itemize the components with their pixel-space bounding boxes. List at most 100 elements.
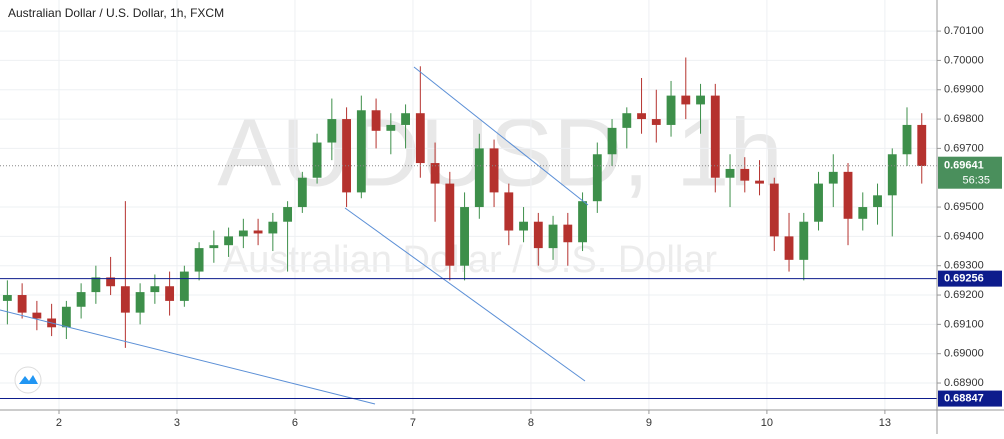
candle-body (725, 168, 735, 178)
candle-body (622, 113, 632, 128)
candle-body (342, 119, 352, 193)
candle-body (135, 292, 145, 313)
candle-body (533, 221, 543, 249)
candle-body (32, 312, 42, 319)
axes: 0.70100 0.70000 0.69900 0.69800 0.69700 0.695… (56, 25, 1002, 429)
candle-body (504, 192, 514, 231)
candle-body (740, 168, 750, 181)
level-label: 0.69256 (944, 273, 984, 285)
candle-body (371, 110, 381, 131)
y-tick-label: 0.70100 (944, 25, 984, 37)
x-tick-label: 8 (528, 417, 534, 429)
y-tick-label: 0.69300 (944, 260, 984, 272)
y-tick-label: 0.69100 (944, 318, 984, 330)
watermark: AUDUSD, 1h (217, 99, 783, 206)
watermark-subtitle: Australian Dollar / U.S. Dollar (223, 239, 718, 281)
candle-body (696, 95, 705, 105)
candle-body (887, 154, 897, 196)
level-label: 0.68847 (944, 392, 984, 404)
candle-body (150, 286, 160, 293)
candle-body (106, 277, 116, 287)
candle-body (578, 201, 587, 243)
candle-body (401, 113, 410, 125)
candle-body (474, 148, 484, 208)
candle-body (460, 207, 469, 266)
candle-body (194, 248, 204, 272)
trend-line (344, 207, 586, 382)
candle-body (445, 183, 455, 266)
grid (0, 0, 937, 410)
y-tick-label: 0.69400 (944, 230, 984, 242)
candle-body (681, 95, 691, 105)
x-tick-label: 10 (761, 417, 773, 429)
candle-body (814, 183, 823, 222)
candle-body (607, 127, 617, 155)
candle-body (755, 180, 764, 184)
y-tick-label: 0.69900 (944, 84, 984, 96)
logo (14, 366, 42, 394)
y-tick-label: 0.69800 (944, 113, 984, 125)
y-tick-label: 0.70000 (944, 54, 984, 66)
candle-body (61, 306, 71, 328)
candle-body (327, 119, 337, 143)
candle-body (91, 277, 101, 293)
candle-body (268, 221, 278, 234)
candle-body (799, 221, 809, 260)
last-price-label: 0.69641 (944, 160, 984, 172)
level-marker (938, 390, 1002, 407)
candle-body (548, 224, 558, 249)
candle-body (17, 295, 27, 313)
x-tick-label: 13 (879, 417, 891, 429)
candle-body (843, 171, 853, 219)
candle-body (651, 119, 661, 125)
trend-line (413, 66, 589, 206)
x-tick-label: 9 (646, 417, 652, 429)
candle-body (519, 221, 528, 231)
candle-body (666, 95, 676, 125)
candle-body (356, 110, 366, 193)
candle-body (592, 154, 602, 202)
y-tick-label: 0.69700 (944, 142, 984, 154)
level-marker (938, 270, 1002, 287)
trend-line (0, 309, 376, 405)
candle-body (637, 113, 646, 120)
candle-body (828, 171, 838, 184)
candle-body (710, 95, 720, 178)
candle-body (297, 177, 307, 208)
x-tick-label: 6 (292, 417, 298, 429)
candle-body (386, 124, 396, 131)
candle-body (489, 148, 499, 193)
y-tick-label: 0.69000 (944, 348, 984, 360)
candle-body (76, 292, 86, 307)
candle-body (224, 236, 234, 246)
chart-title: Australian Dollar / U.S. Dollar, 1h, FXC… (8, 6, 224, 20)
candle-body (209, 245, 219, 249)
candle-body (2, 295, 12, 301)
last-price-marker (938, 156, 1002, 189)
y-tick-label: 0.69500 (944, 201, 984, 213)
candle-body (238, 230, 248, 237)
candle-body (769, 183, 779, 237)
candles (2, 57, 927, 348)
y-tick-label: 0.69200 (944, 289, 984, 301)
candle-body (415, 113, 425, 164)
candle-body (858, 207, 868, 219)
candle-body (179, 271, 189, 301)
candle-body (902, 124, 912, 155)
candle-body (253, 230, 263, 234)
candle-body (120, 286, 130, 313)
countdown-label: 56:35 (962, 175, 990, 187)
candle-body (283, 207, 293, 222)
overlays (0, 165, 937, 400)
y-tick-label: 0.68900 (944, 377, 984, 389)
candle-body (917, 124, 927, 166)
x-tick-label: 2 (56, 417, 62, 429)
candle-body (312, 142, 322, 178)
candle-body (165, 286, 175, 301)
candle-body (563, 224, 573, 243)
candle-body (784, 236, 794, 260)
x-tick-label: 7 (410, 417, 416, 429)
candle-body (873, 195, 882, 208)
